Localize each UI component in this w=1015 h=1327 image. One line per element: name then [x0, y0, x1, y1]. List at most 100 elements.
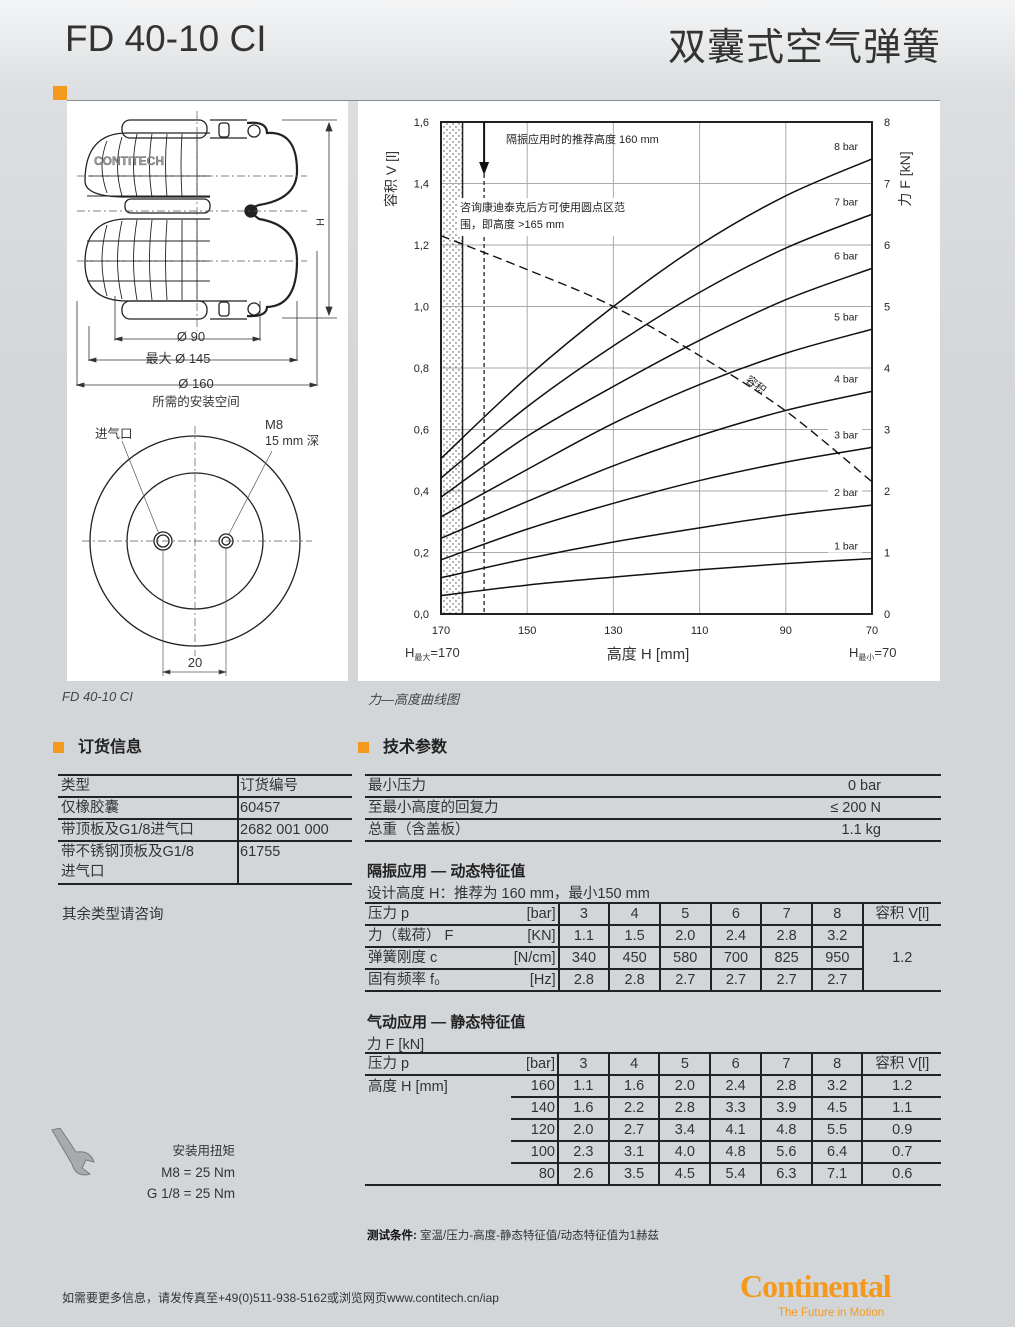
- table-cell: 固有频率 f₀: [368, 972, 441, 988]
- x-tick-label: 90: [780, 625, 792, 637]
- series-line-6-bar: [440, 267, 873, 498]
- y-left-axis-label: 容积 V [l]: [383, 151, 399, 207]
- static-subtitle: 力 F [kN]: [367, 1037, 425, 1053]
- order-table: 类型 订货编号 仅橡胶囊 60457 带顶板及G1/8进气口 2682 001 000…: [58, 774, 352, 885]
- table-cell: 3.4: [658, 1118, 711, 1141]
- y-right-tick-label: 0: [884, 609, 890, 621]
- header-divider: [67, 100, 940, 101]
- table-cell: 2.4: [709, 925, 762, 947]
- y-right-tick-label: 8: [884, 117, 890, 129]
- table-row: 最小压力 0 bar: [365, 775, 941, 797]
- series-label: 2 bar: [834, 487, 858, 499]
- table-cell: 5.5: [810, 1118, 863, 1141]
- table-row: 仅橡胶囊 60457: [58, 797, 352, 819]
- table-cell: 1.1: [861, 1096, 941, 1119]
- table-cell: 2.4: [709, 1074, 761, 1097]
- table-cell: 2.7: [709, 969, 762, 991]
- empty-cell: [365, 1119, 511, 1141]
- table-cell: 2.8: [759, 1074, 812, 1097]
- series-label-bg: [828, 249, 862, 263]
- series-label-bg: [828, 372, 862, 386]
- param-value: 1.1 kg: [841, 822, 882, 838]
- header-type: 类型: [58, 775, 239, 797]
- header-cell: 4: [608, 903, 660, 925]
- table-cell: 2.8: [760, 925, 812, 947]
- table-cell: 2.7: [810, 969, 863, 991]
- table-cell: 2.0: [658, 1074, 711, 1097]
- y-right-axis-label: 力 F [kN]: [897, 151, 913, 206]
- header-cell: 容积 V[l]: [861, 903, 941, 925]
- table-cell: 2.0: [658, 925, 711, 947]
- table-cell: 4.0: [658, 1140, 711, 1163]
- table-cell: 2.7: [658, 969, 711, 991]
- table-row: 高度 H [mm] 160 1.1 1.6 2.0 2.4 2.8 3.2 1.2: [365, 1074, 941, 1097]
- cell-type-line1: 带不锈钢顶板及G1/8: [61, 844, 194, 860]
- volume-line: [440, 235, 873, 483]
- table-cell: 0.7: [861, 1140, 941, 1163]
- table-cell: 4.1: [709, 1118, 761, 1141]
- x-axis-label: 高度 H [mm]: [607, 646, 690, 663]
- table-row: 总重（含盖板） 1.1 kg: [365, 819, 941, 841]
- drawing-svg: H CONTITECH Ø 90 最大 Ø 145 Ø 160 所需的安装空间 …: [75, 111, 337, 676]
- param-value: ≤ 200 N: [830, 800, 881, 816]
- y-left-tick-label: 0,6: [414, 425, 429, 437]
- m8-label: M8: [265, 417, 283, 432]
- table-cell: 6.4: [810, 1140, 863, 1163]
- header-cell: 压力 p: [368, 906, 410, 922]
- force-height-chart: 170 150 130 110 90 70 0 1 2 3 4 5 6 7 8 0,0 0,2 0,4 0,6 0,8…: [358, 101, 940, 681]
- accent-square: [53, 86, 67, 100]
- table-cell: 2.2: [607, 1096, 660, 1119]
- y-left-tick-label: 1,4: [414, 179, 429, 191]
- dynamic-subtitle: 设计高度 H：推荐为 160 mm，最小150 mm: [367, 886, 650, 902]
- header-cell: [bar]: [525, 1056, 555, 1072]
- table-cell: [KN]: [527, 928, 556, 944]
- y-right-tick-label: 4: [884, 363, 890, 375]
- table-row: 100 2.3 3.1 4.0 4.8 5.6 6.4 0.7: [365, 1140, 941, 1163]
- table-header-row: 类型 订货编号: [58, 775, 352, 797]
- y-left-tick-label: 1,6: [414, 117, 429, 129]
- table-cell: 力（载荷） F: [368, 928, 454, 944]
- dim-dmax: 最大 Ø 145: [145, 351, 210, 366]
- table-cell: 3.3: [709, 1096, 761, 1119]
- table-cell: 4.8: [709, 1140, 761, 1163]
- series-label: 8 bar: [834, 141, 858, 153]
- x-tick-label: 150: [518, 625, 536, 637]
- note-bg: [457, 198, 647, 236]
- series-line-7-bar: [440, 213, 873, 479]
- dim-d90: Ø 90: [177, 329, 205, 344]
- empty-cell: [365, 1097, 511, 1119]
- height-cell: 100: [510, 1140, 558, 1163]
- cell-type: 带不锈钢顶板及G1/8 进气口: [58, 841, 239, 884]
- y-right-tick-label: 7: [884, 179, 890, 191]
- table-cell: 3.2: [810, 925, 863, 947]
- height-cell: 120: [510, 1118, 558, 1141]
- product-title: FD 40-10 CI: [65, 18, 267, 59]
- series-label-bg: [828, 428, 862, 442]
- torque-title: 安装用扭矩: [172, 1143, 235, 1158]
- header-cell: 5: [658, 1053, 711, 1075]
- table-cell: 2.6: [556, 1162, 609, 1186]
- table-cell: 5.4: [709, 1162, 761, 1186]
- series-label-bg: [828, 139, 862, 153]
- series-line-3-bar: [440, 446, 873, 561]
- accent-square: [53, 742, 64, 753]
- table-cell: 700: [709, 947, 762, 969]
- lower-bellow-left: [84, 218, 210, 302]
- table-row: 固有频率 f₀ [Hz] 2.8 2.8 2.7 2.7 2.7 2.7: [365, 969, 941, 991]
- table-cell: 2.3: [556, 1140, 609, 1163]
- table-header-row: 压力 p [bar] 3 4 5 6 7 8 容积 V[l]: [365, 903, 941, 925]
- table-cell: 7.1: [810, 1162, 863, 1186]
- param-label: 总重（含盖板）: [368, 822, 470, 838]
- series-line-5-bar: [440, 328, 873, 518]
- m8-depth-label: 15 mm 深: [265, 434, 319, 448]
- dynamic-title: 隔振应用 — 动态特征值: [367, 863, 526, 880]
- table-cell: 2.7: [760, 969, 812, 991]
- y-right-tick-label: 6: [884, 240, 890, 252]
- top-plate-left: [121, 119, 208, 139]
- height-cell: 160: [510, 1074, 558, 1097]
- series-label: 7 bar: [834, 196, 858, 208]
- height-cell: 80: [510, 1162, 558, 1186]
- table-cell: 5.6: [759, 1140, 812, 1163]
- header-cell: 7: [760, 903, 812, 925]
- volume-line-label: 容积: [743, 372, 769, 397]
